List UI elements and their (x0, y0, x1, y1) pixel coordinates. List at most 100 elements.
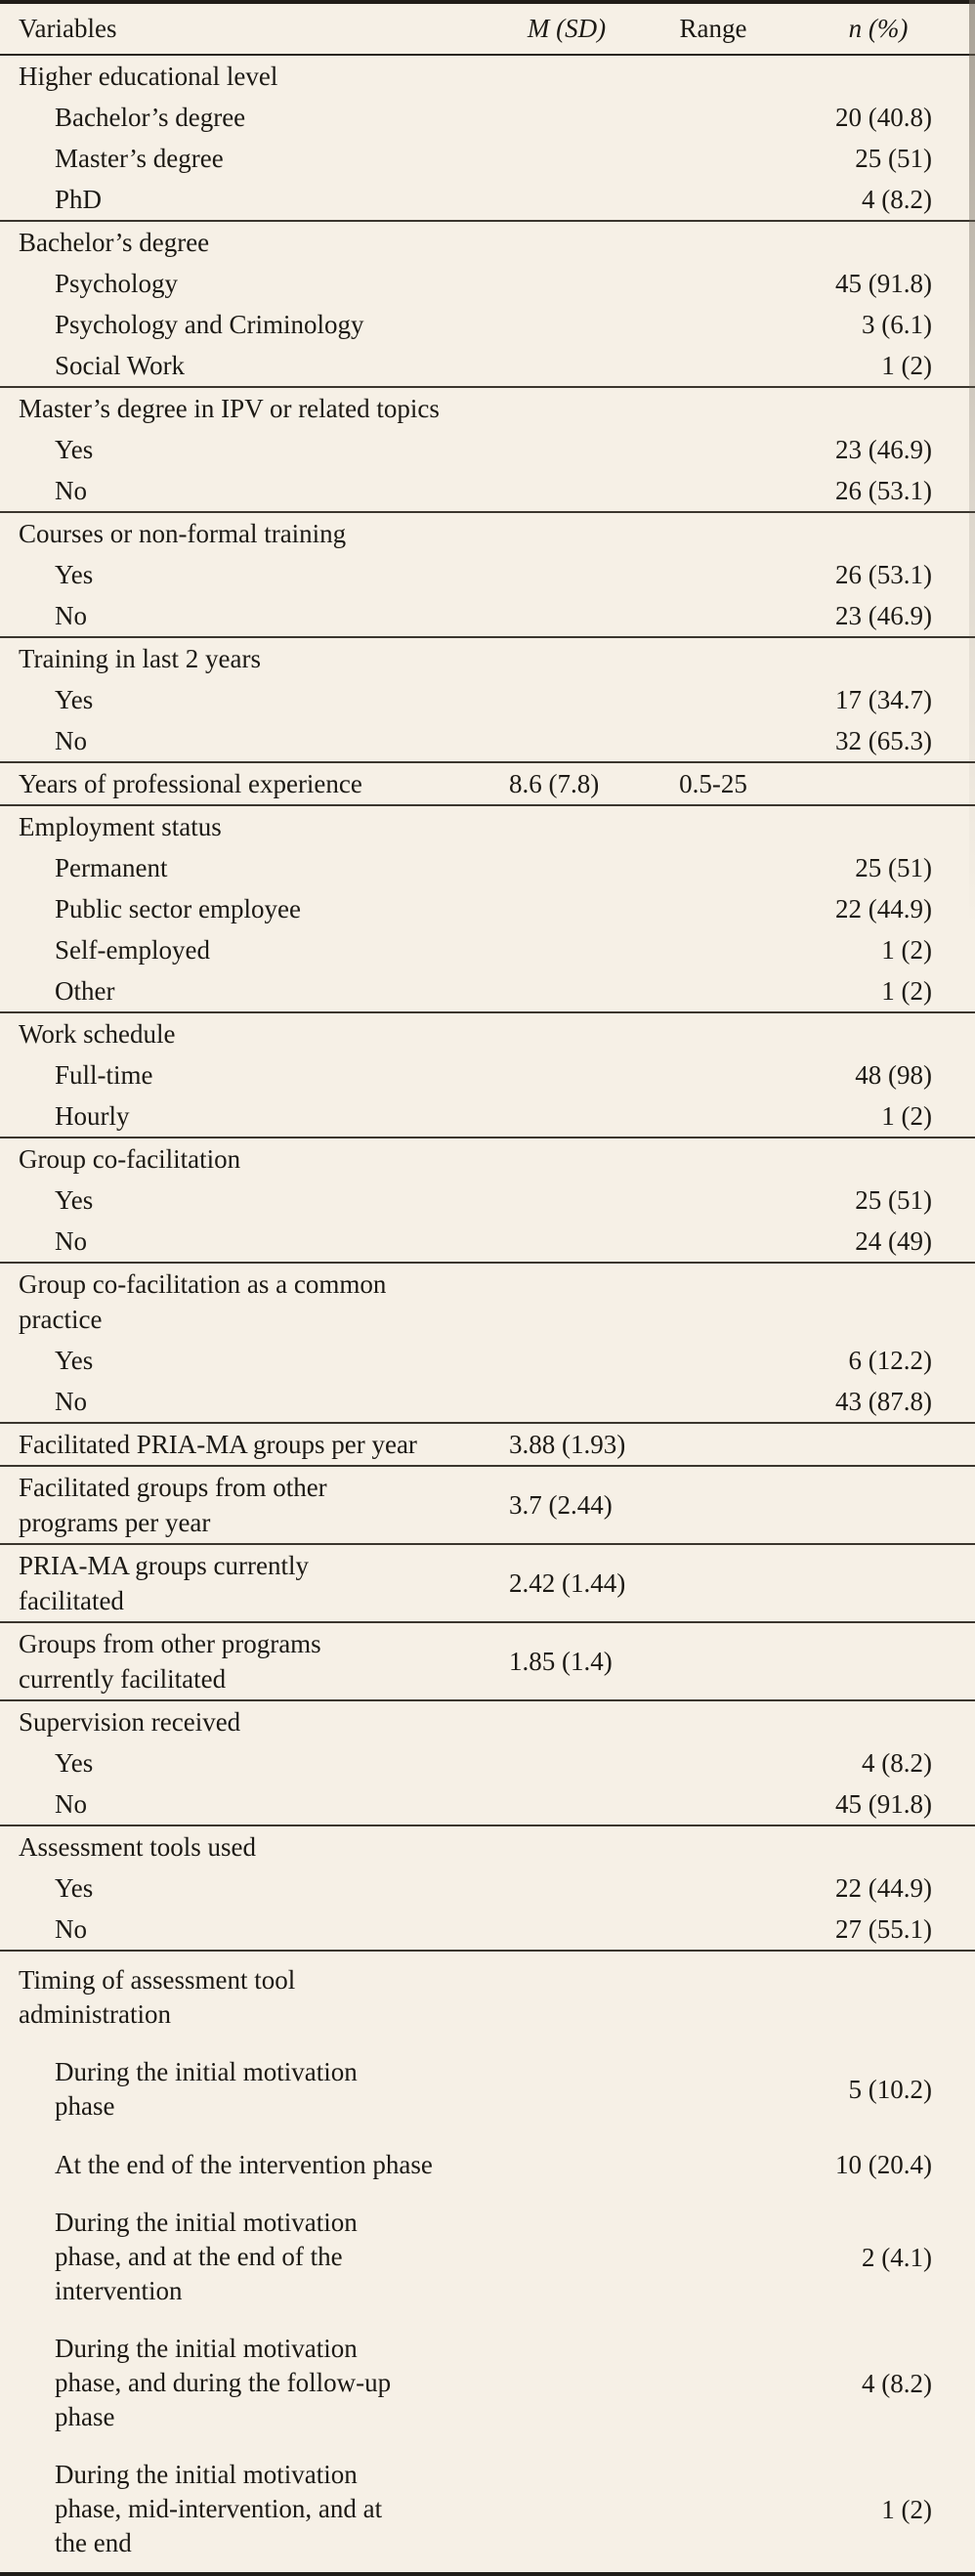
table-row: Yes 26 (53.1) (0, 554, 975, 595)
n-pct-value: 45 (91.8) (835, 1789, 932, 1819)
row-label-line: Timing of assessment tool (19, 1965, 296, 1995)
m-sd-value (488, 531, 645, 537)
n-pct-value (782, 531, 975, 537)
range-value (645, 1299, 782, 1305)
section-header-row: Employment status (0, 806, 975, 847)
section-header-row: Courses or non-formal training (0, 513, 975, 554)
range-value (645, 1885, 782, 1891)
n-pct-value: 27 (55.1) (835, 1914, 932, 1944)
range-value (645, 363, 782, 368)
range-value (645, 947, 782, 953)
row-label: Self-employed (55, 935, 210, 965)
m-sd-value (488, 1844, 645, 1850)
section-label: Work schedule (19, 1019, 176, 1049)
table-row: Master’s degree 25 (51) (0, 138, 975, 179)
row-label: Hourly (55, 1101, 130, 1131)
row-label: Psychology (55, 269, 179, 298)
column-header-n-pct: n (%) (848, 14, 909, 43)
n-pct-value (782, 73, 975, 79)
table-section: Facilitated groups from other programs pe… (0, 1467, 975, 1545)
n-pct-value: 10 (20.4) (835, 2150, 932, 2179)
range-value (645, 906, 782, 912)
section-header-row: Work schedule (0, 1013, 975, 1054)
table-row: Permanent 25 (51) (0, 847, 975, 888)
range-value (645, 1197, 782, 1203)
n-pct-value: 22 (44.9) (835, 1873, 932, 1903)
n-pct-value: 4 (8.2) (862, 1748, 932, 1778)
section-label: Master’s degree in IPV or related topics (19, 394, 440, 423)
n-pct-value: 25 (51) (855, 144, 932, 173)
table-section: Master’s degree in IPV or related topics… (0, 388, 975, 513)
table-row: No 27 (55.1) (0, 1909, 975, 1950)
table-row: Psychology and Criminology 3 (6.1) (0, 304, 975, 345)
row-label-line: phase (55, 2402, 115, 2431)
n-pct-value: 17 (34.7) (835, 685, 932, 714)
table-row: During the initial motivation phase, and … (0, 2320, 975, 2446)
range-value (645, 865, 782, 871)
n-pct-value: 26 (53.1) (835, 560, 932, 589)
n-pct-value (782, 1441, 975, 1447)
n-pct-value: 1 (2) (881, 351, 932, 380)
range-value (645, 2381, 782, 2386)
m-sd-value (488, 988, 645, 994)
table-section: Courses or non-formal training Yes 26 (53.… (0, 513, 975, 638)
range-value (645, 114, 782, 120)
table-header-row: Variables M (SD) Range n (%) (0, 4, 975, 56)
row-label: PhD (55, 185, 103, 214)
section-header-row: Master’s degree in IPV or related topics (0, 388, 975, 429)
n-pct-value: 20 (40.8) (835, 103, 932, 132)
m-sd-value: 3.7 (2.44) (509, 1490, 613, 1520)
m-sd-value (488, 239, 645, 245)
row-label: Yes (55, 685, 94, 714)
row-label: No (55, 1789, 87, 1819)
range-value (645, 2162, 782, 2168)
column-header-range: Range (679, 14, 747, 43)
table-row: Psychology 45 (91.8) (0, 263, 975, 304)
m-sd-value (488, 406, 645, 411)
table-section: Training in last 2 years Yes 17 (34.7) No 32… (0, 638, 975, 763)
m-sd-value (488, 1926, 645, 1932)
m-sd-value (488, 2507, 645, 2512)
table-section: PRIA-MA groups currently facilitated 2.42 … (0, 1545, 975, 1623)
row-label: No (55, 1226, 87, 1256)
m-sd-value (488, 2254, 645, 2260)
range-value (645, 572, 782, 578)
m-sd-value (488, 1031, 645, 1037)
table-section: Timing of assessment tool administration D… (0, 1952, 975, 2572)
n-pct-value: 4 (8.2) (862, 2368, 932, 2398)
n-pct-value: 43 (87.8) (835, 1387, 932, 1416)
range-value (645, 447, 782, 452)
section-label: Courses or non-formal training (19, 519, 347, 548)
m-sd-value (488, 1801, 645, 1807)
range-value (645, 1760, 782, 1766)
section-header-row: Groups from other programs currently faci… (0, 1623, 975, 1699)
row-label-line: Facilitated groups from other (19, 1473, 327, 1502)
range-value: 0.5-25 (679, 769, 747, 798)
m-sd-value: 1.85 (1.4) (509, 1647, 613, 1676)
range-value (645, 1580, 782, 1586)
section-label: Group co-facilitation as a common practic… (0, 1264, 488, 1340)
row-label-line: practice (19, 1305, 103, 1334)
range-value (645, 73, 782, 79)
row-label-line: administration (19, 1999, 171, 2029)
table-section: Employment status Permanent 25 (51) Public … (0, 806, 975, 1013)
m-sd-value (488, 824, 645, 830)
section-label: Higher educational level (19, 62, 278, 91)
m-sd-value (488, 322, 645, 327)
section-label: Facilitated PRIA-MA groups per year (19, 1430, 417, 1459)
range-value (645, 1031, 782, 1037)
table-row: Yes 23 (46.9) (0, 429, 975, 470)
n-pct-value: 26 (53.1) (835, 476, 932, 505)
table-row: No 23 (46.9) (0, 595, 975, 636)
n-pct-value: 23 (46.9) (835, 601, 932, 630)
section-header-row: Assessment tools used (0, 1826, 975, 1868)
section-label: Timing of assessment tool administration (0, 1960, 488, 2035)
m-sd-value (488, 865, 645, 871)
range-value (645, 1238, 782, 1244)
table-row: Yes 25 (51) (0, 1180, 975, 1221)
n-pct-value (782, 1844, 975, 1850)
section-header-row: Training in last 2 years (0, 638, 975, 679)
n-pct-value (782, 406, 975, 411)
section-label: Assessment tools used (19, 1832, 256, 1862)
